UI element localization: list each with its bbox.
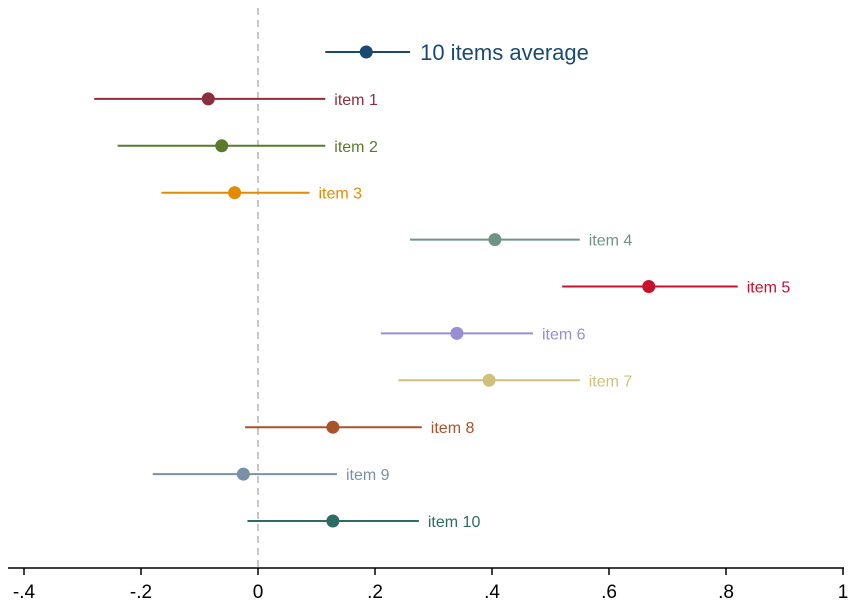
series-label: item 5 — [747, 280, 791, 297]
x-tick-label: -.4 — [13, 582, 36, 603]
point-estimate-marker — [359, 45, 373, 59]
coef-row: item 7 — [398, 373, 632, 390]
x-tick-label: .6 — [601, 582, 617, 603]
series-label: item 10 — [428, 514, 481, 531]
coef-row: item 9 — [152, 467, 390, 484]
x-tick-label: .4 — [484, 582, 500, 603]
series-label: 10 items average — [420, 40, 589, 65]
x-tick-label: -.2 — [130, 582, 152, 603]
x-tick-label: 0 — [253, 582, 264, 603]
point-estimate-marker — [450, 326, 464, 340]
point-estimate-marker — [482, 373, 496, 387]
coef-row: item 2 — [117, 139, 378, 156]
coef-row: item 5 — [562, 280, 790, 297]
series-label: item 3 — [318, 186, 362, 203]
coef-row: item 6 — [380, 326, 586, 343]
series-label: item 8 — [431, 420, 475, 437]
series-label: item 4 — [589, 233, 633, 250]
series-label: item 6 — [542, 326, 586, 343]
coef-row: item 10 — [247, 514, 480, 531]
coef-row: item 3 — [161, 186, 362, 203]
point-estimate-marker — [228, 186, 242, 200]
series-label: item 7 — [589, 373, 633, 390]
point-estimate-marker — [326, 420, 340, 434]
point-estimate-marker — [236, 467, 250, 481]
point-estimate-marker — [201, 92, 215, 106]
point-estimate-marker — [488, 233, 502, 247]
x-tick-label: 1 — [838, 582, 849, 603]
point-estimate-marker — [642, 280, 656, 293]
x-tick-label: .8 — [718, 582, 734, 603]
coef-row: item 8 — [245, 420, 474, 437]
coef-row: item 1 — [94, 92, 378, 109]
series-label: item 1 — [334, 92, 378, 109]
point-estimate-marker — [326, 514, 340, 528]
x-tick-label: .2 — [367, 582, 383, 603]
coef-row: item 4 — [410, 233, 632, 250]
point-estimate-marker — [215, 139, 229, 153]
series-label: item 2 — [334, 139, 378, 156]
coef-row: 10 items average — [325, 40, 589, 65]
series-label: item 9 — [346, 467, 390, 484]
